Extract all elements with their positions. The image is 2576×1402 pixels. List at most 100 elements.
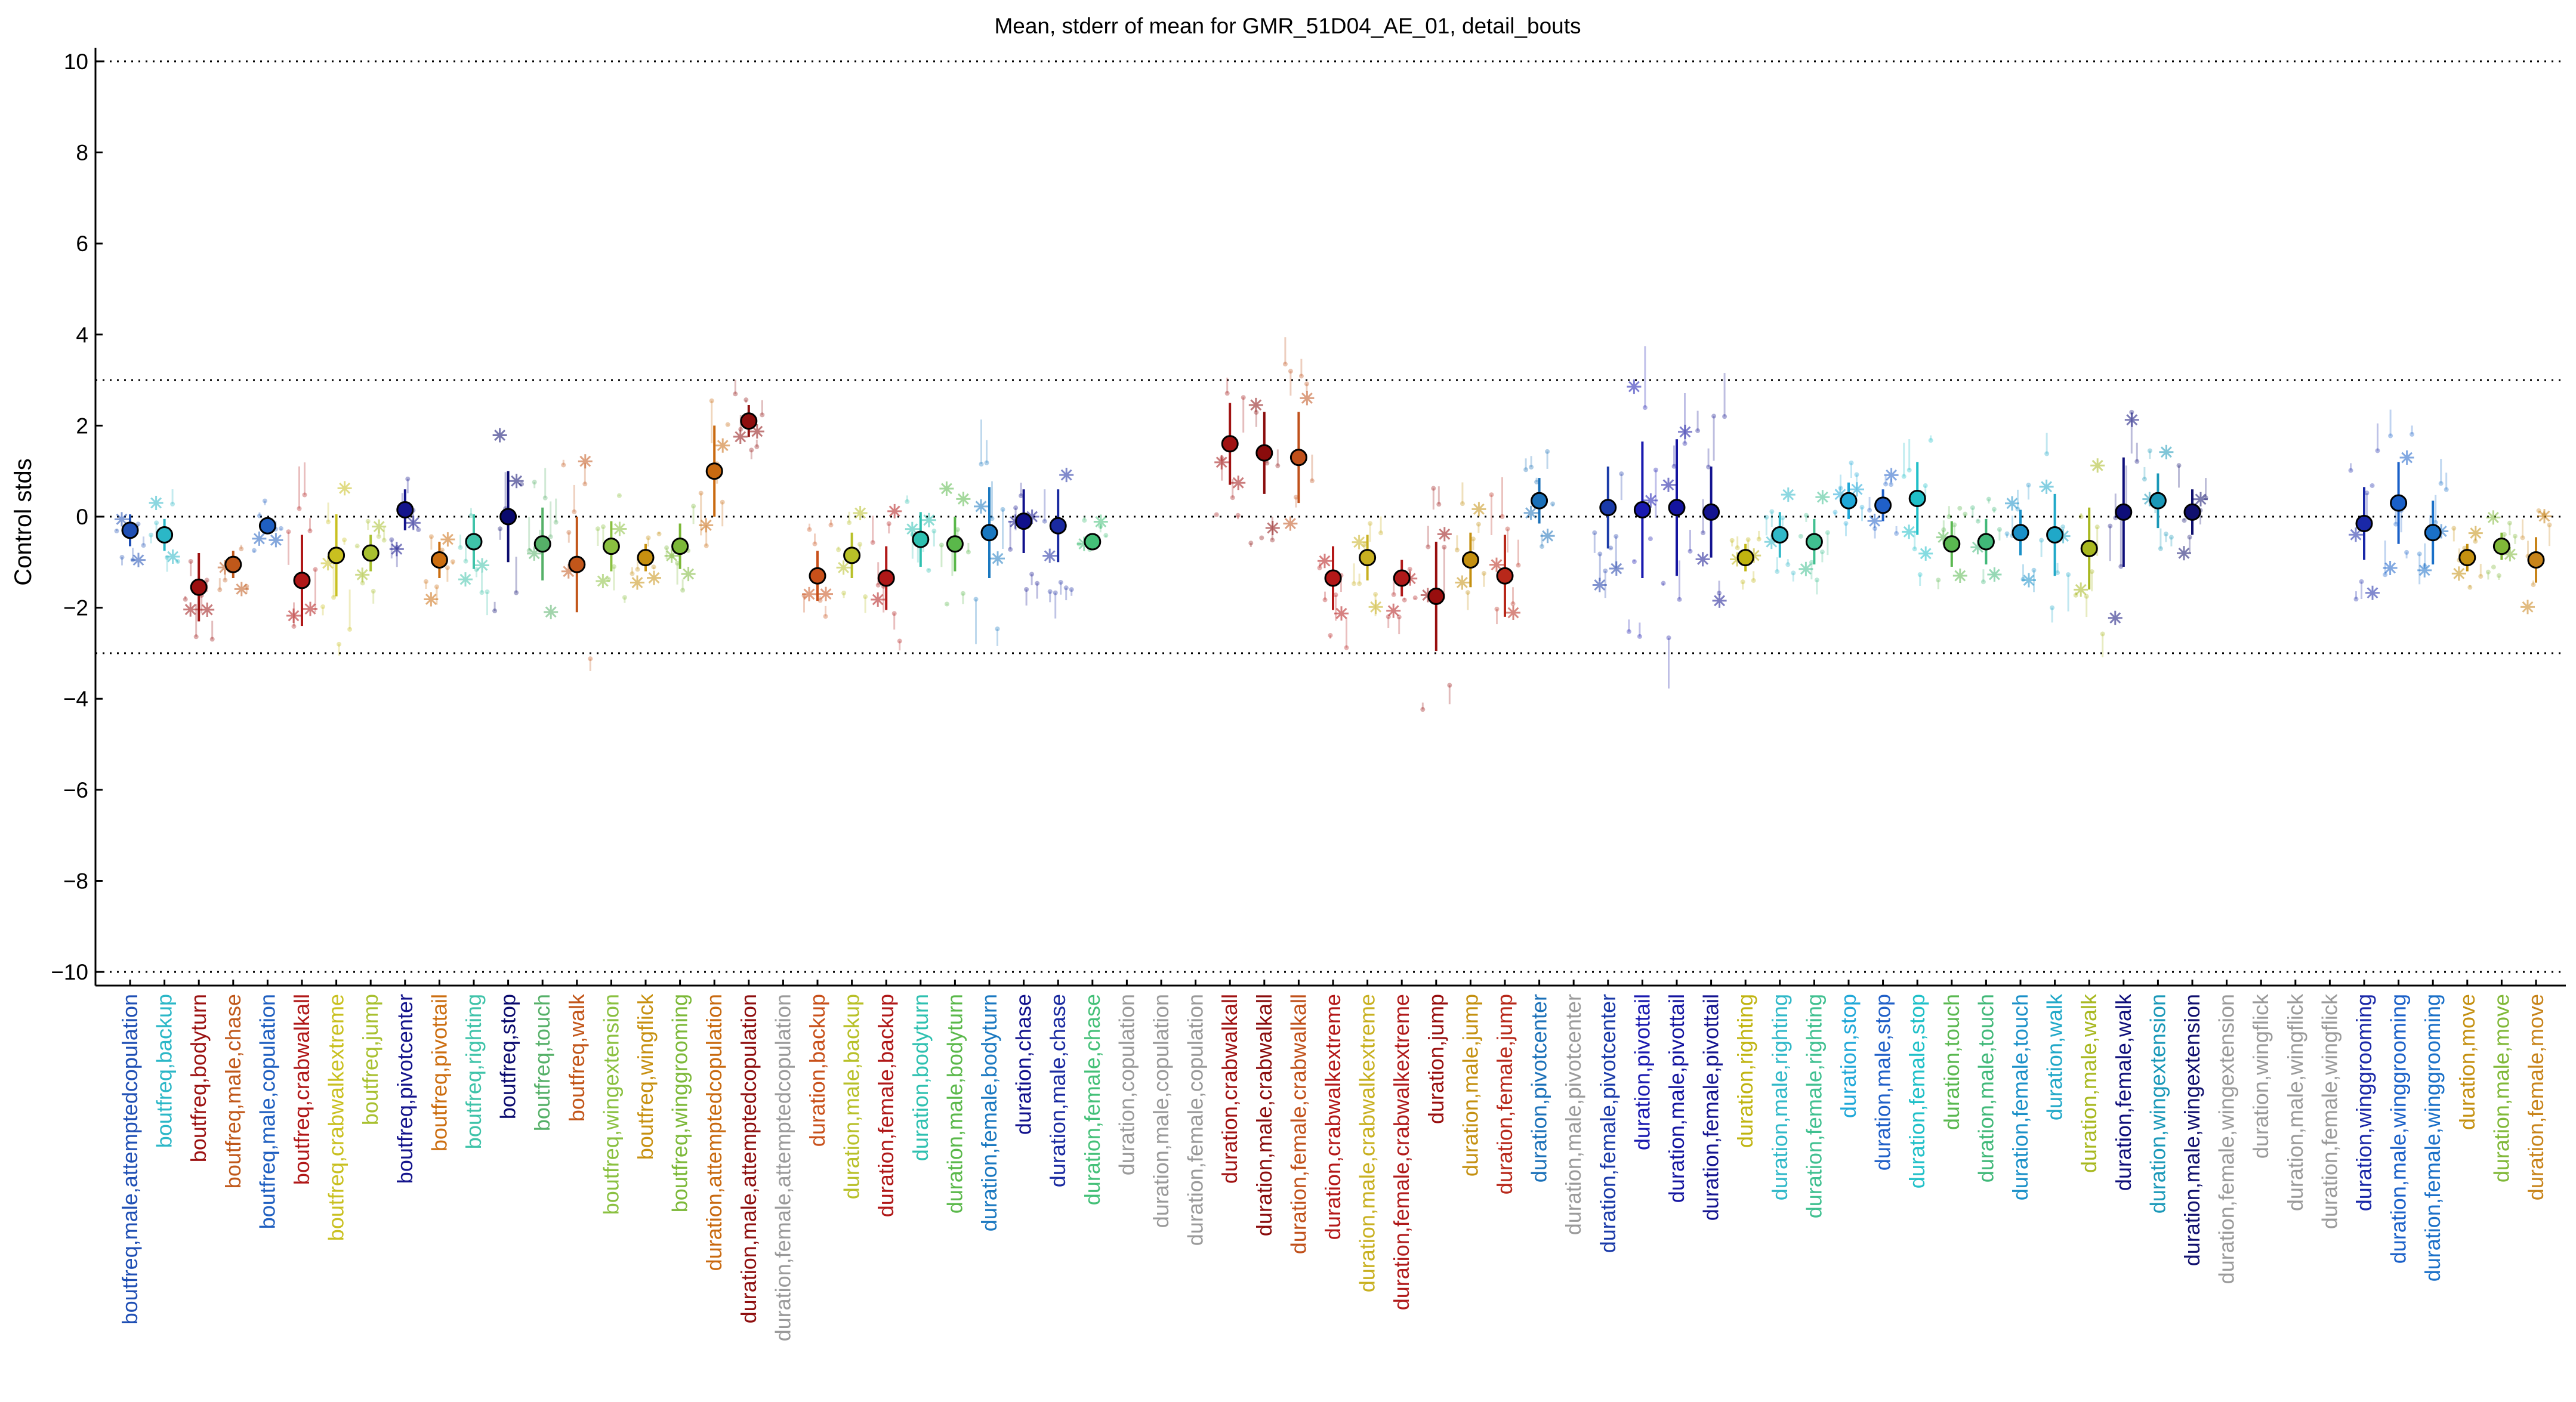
replicate-point xyxy=(445,565,450,570)
category-marks xyxy=(733,379,765,459)
replicate-point xyxy=(944,601,949,607)
mean-point xyxy=(396,501,414,519)
category-marks xyxy=(698,398,730,548)
replicate-point xyxy=(709,398,714,403)
mean-point xyxy=(1702,503,1720,521)
replicate-point xyxy=(1963,511,1968,517)
category-marks xyxy=(1832,460,1865,536)
x-tick-label: duration,male,righting xyxy=(1767,994,1792,1200)
replicate-point xyxy=(2004,531,2010,536)
replicate-point xyxy=(1661,580,1666,586)
replicate-point xyxy=(1523,467,1529,473)
category-marks xyxy=(354,518,387,604)
replicate-point xyxy=(1764,514,1769,520)
replicate-star xyxy=(733,430,748,444)
replicate-point xyxy=(1849,460,1854,465)
replicate-point xyxy=(2496,573,2501,578)
category-marks xyxy=(561,454,593,671)
replicate-point xyxy=(1047,589,1053,594)
x-tick-label: boutfreq,walk xyxy=(564,993,589,1122)
replicate-point xyxy=(548,534,553,539)
replicate-point xyxy=(561,462,566,468)
replicate-star xyxy=(630,575,644,590)
replicate-point xyxy=(434,584,439,589)
mean-point xyxy=(1736,549,1754,567)
replicate-point xyxy=(1894,531,1899,536)
replicate-star xyxy=(1352,535,1366,549)
replicate-point xyxy=(326,519,331,524)
replicate-point xyxy=(286,529,291,535)
replicate-point xyxy=(1103,533,1109,538)
category-marks xyxy=(1008,483,1040,606)
x-tick-label: duration,wingextension xyxy=(2145,994,2170,1213)
replicate-point xyxy=(1304,381,1309,387)
replicate-point xyxy=(2467,585,2473,590)
x-tick-label: duration,female,backup xyxy=(874,994,898,1217)
category-marks xyxy=(114,512,146,567)
replicate-point xyxy=(1825,530,1830,535)
replicate-point xyxy=(1293,495,1298,500)
replicate-point xyxy=(2108,523,2113,529)
x-tick-label: duration,female,bodyturn xyxy=(977,994,1001,1231)
replicate-point xyxy=(675,561,680,566)
mean-point xyxy=(637,549,655,567)
replicate-point xyxy=(1695,428,1701,433)
replicate-point xyxy=(725,422,730,427)
replicate-point xyxy=(1516,563,1521,568)
replicate-star xyxy=(492,428,507,443)
mean-point xyxy=(1255,444,1273,462)
replicate-point xyxy=(1328,633,1333,638)
replicate-point xyxy=(1317,565,1322,570)
replicate-point xyxy=(989,516,995,521)
replicate-point xyxy=(389,537,394,542)
replicate-point xyxy=(1701,530,1706,536)
replicate-star xyxy=(1850,482,1864,497)
replicate-point xyxy=(2348,468,2353,473)
x-tick-label: boutfreq,winggrooming xyxy=(668,994,692,1212)
category-marks xyxy=(836,505,868,613)
category-marks xyxy=(2451,526,2484,590)
replicate-point xyxy=(1706,464,1711,470)
x-tick-label: duration,male,attemptedcopulation xyxy=(736,994,761,1323)
replicate-star xyxy=(1265,520,1280,535)
replicate-point xyxy=(2417,551,2422,557)
mean-point xyxy=(2115,503,2133,521)
replicate-point xyxy=(1785,562,1791,567)
replicate-star xyxy=(1833,487,1847,502)
replicate-point xyxy=(1687,548,1693,554)
x-tick-label: duration,walk xyxy=(2043,993,2067,1120)
replicate-point xyxy=(1275,463,1281,468)
category-marks xyxy=(1695,373,1727,608)
replicate-point xyxy=(1832,509,1838,515)
category-marks xyxy=(2383,409,2415,578)
replicate-point xyxy=(1756,536,1761,542)
x-tick-label: boutfreq,male,copulation xyxy=(255,994,279,1229)
category-marks xyxy=(595,493,627,603)
category-marks xyxy=(1867,468,1899,539)
replicate-point xyxy=(439,547,445,552)
replicate-star xyxy=(440,532,455,547)
category-marks xyxy=(2485,510,2518,580)
replicate-star xyxy=(871,592,886,607)
replicate-point xyxy=(1975,518,1980,524)
mean-point xyxy=(2012,524,2029,542)
replicate-star xyxy=(1386,603,1401,618)
replicate-point xyxy=(1024,586,1029,592)
x-tick-label: duration,male,jump xyxy=(1458,994,1482,1176)
y-tick-label: 0 xyxy=(76,505,88,529)
replicate-point xyxy=(1711,413,1717,419)
x-tick-label: duration,wingflick xyxy=(2248,993,2273,1159)
replicate-point xyxy=(193,634,199,640)
replicate-star xyxy=(1661,477,1676,492)
y-axis-label: Control stds xyxy=(10,458,36,585)
replicate-star xyxy=(853,505,868,520)
replicate-point xyxy=(1923,483,1928,489)
replicate-star xyxy=(1592,578,1607,592)
chart-title: Mean, stderr of mean for GMR_51D04_AE_01… xyxy=(994,14,1581,38)
replicate-point xyxy=(1391,592,1396,597)
replicate-star xyxy=(2039,479,2054,494)
mean-point xyxy=(156,526,174,544)
replicate-point xyxy=(630,571,635,576)
replicate-star xyxy=(1936,530,1951,545)
replicate-point xyxy=(1619,471,1624,477)
